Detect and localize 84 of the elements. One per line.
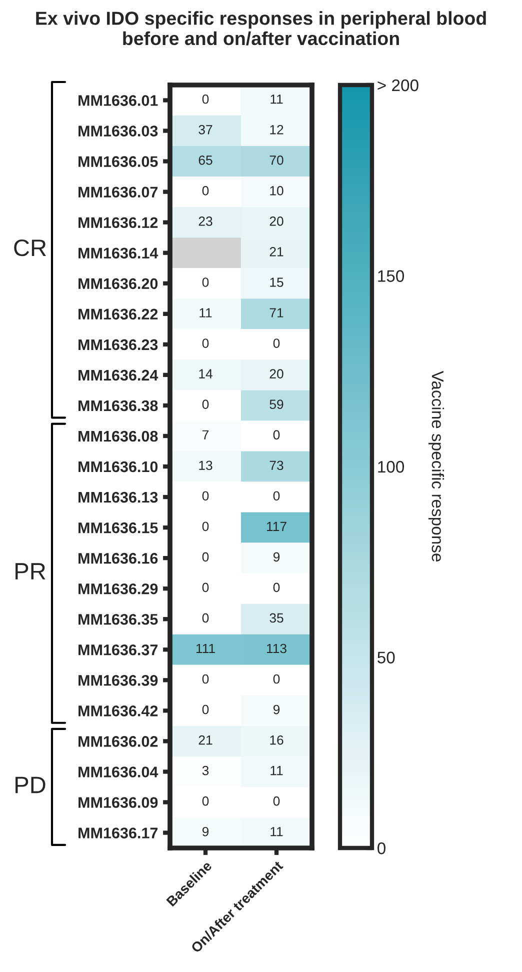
data-label: 0: [273, 674, 280, 684]
color-bar-label: > 200: [378, 79, 418, 92]
data-label: 0: [273, 796, 280, 806]
data-label: 113: [266, 644, 286, 654]
data-label: 111: [196, 644, 215, 654]
data-label: 0: [202, 491, 209, 501]
y-tick-label: MM1636.09: [78, 797, 158, 808]
data-label: 0: [202, 674, 209, 684]
y-tick-label: MM1636.22: [78, 308, 158, 320]
data-label: 71: [270, 308, 284, 318]
y-tick-label: MM1636.12: [78, 217, 158, 228]
data-label: 0: [273, 491, 280, 501]
data-label: 59: [270, 400, 284, 409]
data-label: 37: [198, 124, 212, 134]
data-label: 16: [270, 735, 284, 745]
data-label: 0: [273, 338, 280, 348]
color-bar-label: 50: [378, 652, 395, 664]
text: PR: [16, 563, 46, 580]
data-label: 0: [273, 430, 280, 440]
data-label: 13: [199, 460, 212, 470]
data-label: 65: [198, 156, 212, 165]
data-label: 0: [202, 582, 209, 592]
text: PD: [16, 776, 46, 794]
y-tick-label: MM1636.14: [78, 248, 158, 259]
y-tick-label: MM1636.10: [78, 461, 158, 472]
data-label: 11: [270, 766, 283, 776]
text: CR: [14, 239, 46, 256]
y-tick-label: MM1636.16: [78, 552, 158, 564]
data-label: 0: [202, 94, 209, 104]
data-label: 20: [270, 216, 284, 226]
y-tick-label: MM1636.04: [78, 766, 158, 778]
color-bar-label: 100: [378, 460, 404, 473]
data-label: 0: [202, 186, 209, 196]
y-tick-label: MM1636.17: [78, 828, 158, 838]
data-label: 23: [198, 216, 212, 226]
data-label: 7: [202, 430, 209, 440]
data-label: 12: [270, 124, 284, 134]
data-label: 0: [202, 278, 209, 287]
data-label: 0: [202, 522, 209, 532]
y-tick-label: MM1636.13: [78, 492, 158, 503]
color-bar-label: 0: [378, 842, 386, 854]
data-label: 0: [202, 400, 209, 409]
y-tick-label: MM1636.07: [78, 186, 158, 198]
data-label: 0: [202, 796, 209, 806]
y-tick-label: MM1636.15: [78, 522, 158, 534]
data-label: 9: [273, 552, 280, 562]
data-label: 21: [270, 247, 284, 256]
data-label: 0: [202, 552, 209, 562]
data-label: 70: [270, 156, 284, 165]
y-tick-label: MM1636.20: [78, 278, 158, 290]
data-label: 0: [273, 582, 280, 592]
data-label: 11: [200, 308, 212, 318]
data-label: 9: [273, 704, 280, 714]
data-label: 11: [270, 94, 283, 104]
data-label: 10: [270, 186, 284, 196]
data-label: 117: [266, 522, 286, 531]
data-label: 0: [202, 338, 209, 348]
data-label: 21: [198, 735, 212, 745]
data-label: 0: [202, 704, 209, 714]
color-bar-title: Vaccine specific response: [428, 370, 444, 562]
y-tick-label: MM1636.02: [78, 736, 158, 747]
data-label: 20: [270, 369, 284, 378]
y-tick-label: MM1636.35: [78, 614, 158, 625]
y-tick-label: MM1636.38: [78, 400, 158, 412]
y-tick-label: MM1636.42: [78, 706, 158, 716]
data-label: 11: [270, 827, 283, 836]
y-tick-label: MM1636.03: [78, 126, 158, 136]
data-label: 73: [270, 460, 284, 470]
data-label: 35: [270, 613, 284, 623]
y-tick-label: MM1636.37: [78, 644, 158, 656]
y-tick-label: MM1636.23: [78, 339, 158, 350]
chart-title: Ex vivo IDO specific responses in peripheral blood before and on/after vaccination: [36, 11, 486, 46]
y-tick-label: MM1636.08: [78, 430, 158, 442]
y-tick-label: MM1636.24: [78, 370, 158, 381]
y-tick-label: MM1636.39: [78, 675, 158, 686]
data-label: 9: [202, 826, 209, 836]
color-bar-label: 150: [378, 270, 404, 282]
y-tick-label: MM1636.01: [78, 95, 158, 106]
y-tick-label: MM1636.05: [78, 156, 158, 168]
data-label: 15: [270, 278, 284, 287]
data-label: 14: [199, 369, 212, 378]
data-label: 0: [202, 613, 209, 623]
y-tick-label: MM1636.29: [78, 583, 158, 594]
data-label: 3: [202, 766, 209, 776]
